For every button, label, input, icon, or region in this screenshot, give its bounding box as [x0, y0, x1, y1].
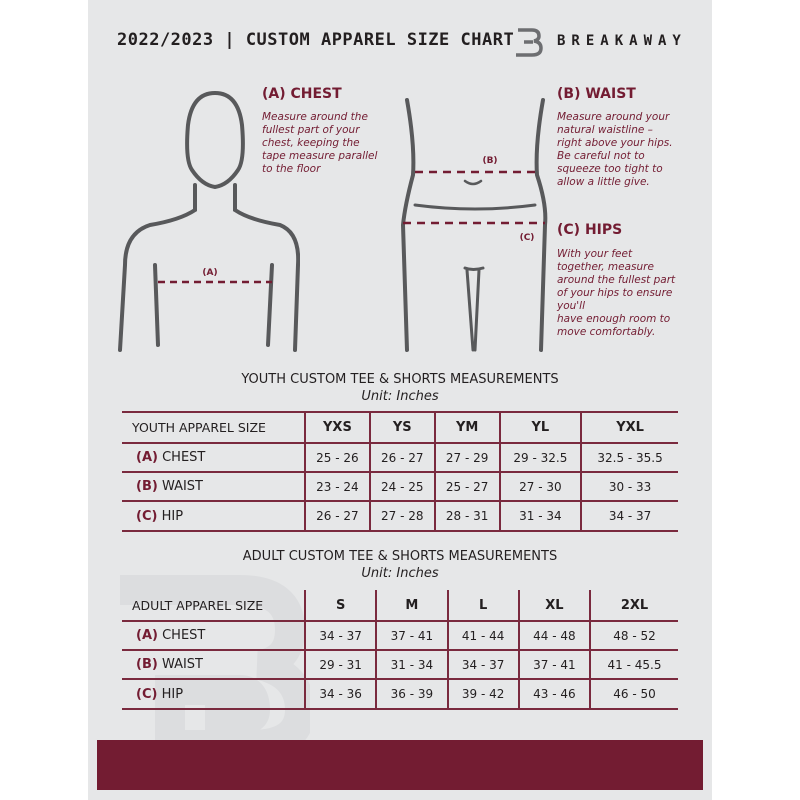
waist-description: Measure around your natural waistline – …: [557, 111, 673, 188]
size-header: YXL: [580, 412, 678, 444]
table-cell: 34 - 37: [446, 650, 519, 680]
waist-heading: (B) WAIST: [557, 86, 636, 102]
size-header: XL: [517, 590, 590, 622]
table-row: (B) WAIST 29 - 31 31 - 34 34 - 37 37 - 4…: [122, 650, 678, 680]
breakaway-logo-icon: [516, 28, 543, 57]
row-label: (A) CHEST: [122, 443, 305, 473]
lower-body-figure: (B) (C): [400, 98, 548, 352]
table-row: (A) CHEST 25 - 26 26 - 27 27 - 29 29 - 3…: [122, 443, 678, 473]
table-cell: 30 - 33: [580, 472, 678, 502]
adult-table-title: ADULT CUSTOM TEE & SHORTS MEASUREMENTS: [242, 549, 558, 564]
youth-size-table: YOUTH APPAREL SIZE YXS YS YM YL YXL (A) …: [122, 411, 678, 532]
table-cell: 37 - 41: [517, 650, 590, 680]
row-name: WAIST: [161, 479, 204, 494]
table-cell: 29 - 31: [303, 650, 377, 680]
table-cell: 28 - 31: [433, 501, 500, 532]
table-cell: 34 - 36: [303, 679, 377, 710]
adult-table-unit: Unit: Inches: [361, 566, 439, 581]
table-row: (B) WAIST 23 - 24 24 - 25 25 - 27 27 - 3…: [122, 472, 678, 502]
hips-heading: (C) HIPS: [557, 222, 623, 238]
table-cell: 27 - 28: [368, 501, 435, 532]
table-cell: 25 - 26: [304, 443, 370, 473]
table-cell: 29 - 32.5: [498, 443, 582, 473]
youth-table-title: YOUTH CUSTOM TEE & SHORTS MEASUREMENTS: [241, 372, 559, 387]
page-title: 2022/2023 | CUSTOM APPAREL SIZE CHART: [117, 30, 515, 50]
row-letter: (C): [136, 508, 158, 524]
hips-description: With your feet together, measure around …: [557, 248, 676, 338]
table-cell: 41 - 44: [446, 621, 519, 651]
row-letter: (C): [136, 686, 158, 702]
adult-size-table: ADULT APPAREL SIZE S M L XL 2XL (A) CHES…: [122, 590, 678, 710]
row-letter: (A): [136, 450, 158, 465]
table-cell: 34 - 37: [303, 621, 377, 651]
table-row: (C) HIP 26 - 27 27 - 28 28 - 31 31 - 34 …: [122, 501, 678, 532]
size-header: YM: [433, 412, 500, 444]
chest-heading: (A) CHEST: [262, 86, 342, 102]
table-cell: 46 - 50: [589, 679, 678, 710]
row-letter: (A): [136, 628, 158, 643]
table-cell: 27 - 30: [498, 472, 582, 502]
table-cell: 24 - 25: [368, 472, 435, 502]
size-header: YL: [498, 412, 582, 444]
size-header: S: [303, 590, 377, 622]
row-label: (C) HIP: [122, 501, 305, 532]
row-label: (B) WAIST: [122, 650, 305, 680]
table-cell: 31 - 34: [375, 650, 448, 680]
row-name: WAIST: [161, 657, 204, 672]
table-cell: 36 - 39: [375, 679, 448, 710]
table-cell: 26 - 27: [368, 443, 435, 473]
hips-marker: (C): [520, 233, 535, 243]
table-cell: 37 - 41: [375, 621, 448, 651]
youth-table-unit: Unit: Inches: [361, 389, 439, 404]
table-cell: 43 - 46: [517, 679, 590, 710]
brand-name: BREAKAWAY: [557, 33, 687, 49]
waist-marker: (B): [482, 156, 497, 166]
size-header: 2XL: [589, 590, 678, 622]
size-header: YS: [368, 412, 435, 444]
table-cell: 41 - 45.5: [589, 650, 678, 680]
size-header: YXS: [304, 412, 370, 444]
row-letter: (B): [136, 479, 158, 494]
table-cell: 23 - 24: [304, 472, 370, 502]
table-cell: 26 - 27: [304, 501, 370, 532]
size-header: M: [375, 590, 448, 622]
chest-marker: (A): [202, 268, 217, 278]
row-name: CHEST: [162, 450, 206, 465]
table-cell: 34 - 37: [580, 501, 678, 532]
footer-band: [97, 740, 703, 790]
size-label: ADULT APPAREL SIZE: [122, 590, 305, 622]
table-cell: 32.5 - 35.5: [580, 443, 678, 473]
table-header-row: YOUTH APPAREL SIZE YXS YS YM YL YXL: [122, 412, 678, 444]
row-label: (A) CHEST: [122, 621, 305, 651]
row-label: (B) WAIST: [122, 472, 305, 502]
table-header-row: ADULT APPAREL SIZE S M L XL 2XL: [122, 590, 678, 622]
row-name: CHEST: [162, 628, 206, 643]
chest-description: Measure around the fullest part of your …: [262, 111, 378, 175]
row-name: HIP: [161, 508, 184, 524]
size-label: YOUTH APPAREL SIZE: [122, 412, 305, 444]
table-cell: 48 - 52: [589, 621, 678, 651]
row-letter: (B): [136, 657, 158, 672]
table-cell: 25 - 27: [433, 472, 500, 502]
row-name: HIP: [161, 686, 184, 702]
upper-body-figure: (A): [118, 90, 300, 352]
table-row: (A) CHEST 34 - 37 37 - 41 41 - 44 44 - 4…: [122, 621, 678, 651]
table-row: (C) HIP 34 - 36 36 - 39 39 - 42 43 - 46 …: [122, 679, 678, 710]
table-cell: 44 - 48: [517, 621, 590, 651]
table-cell: 27 - 29: [433, 443, 500, 473]
row-label: (C) HIP: [122, 679, 305, 710]
table-cell: 39 - 42: [446, 679, 519, 710]
size-header: L: [446, 590, 519, 622]
table-cell: 31 - 34: [498, 501, 582, 532]
